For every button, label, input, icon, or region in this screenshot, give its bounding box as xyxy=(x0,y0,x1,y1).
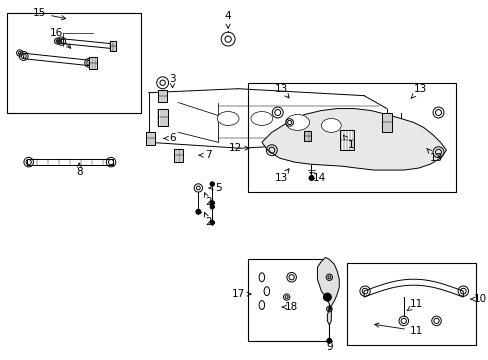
Text: 3: 3 xyxy=(169,74,176,88)
Text: 13: 13 xyxy=(410,84,427,99)
Text: 15: 15 xyxy=(33,8,65,20)
Text: 14: 14 xyxy=(309,172,325,183)
Text: 10: 10 xyxy=(470,294,486,304)
Ellipse shape xyxy=(264,287,269,296)
Text: 2: 2 xyxy=(204,213,211,227)
Text: 11: 11 xyxy=(374,323,423,336)
Polygon shape xyxy=(317,257,339,325)
Circle shape xyxy=(196,209,201,214)
Bar xyxy=(247,83,455,192)
Text: 6: 6 xyxy=(163,133,176,143)
Bar xyxy=(158,90,167,102)
Ellipse shape xyxy=(285,114,309,130)
Polygon shape xyxy=(364,279,462,297)
Text: 13: 13 xyxy=(426,148,442,163)
Polygon shape xyxy=(61,39,111,48)
Text: 16: 16 xyxy=(50,28,71,48)
Bar xyxy=(346,264,475,345)
Circle shape xyxy=(326,338,331,343)
Text: 7: 7 xyxy=(199,150,211,160)
Circle shape xyxy=(210,204,214,209)
Circle shape xyxy=(210,220,214,225)
Text: 18: 18 xyxy=(282,302,298,312)
Circle shape xyxy=(210,201,214,205)
Bar xyxy=(89,57,97,69)
Bar xyxy=(7,13,141,113)
Text: 5: 5 xyxy=(208,183,221,193)
Text: 4: 4 xyxy=(224,11,231,28)
Ellipse shape xyxy=(250,112,272,125)
Text: 12: 12 xyxy=(228,143,248,153)
Polygon shape xyxy=(262,109,446,170)
Bar xyxy=(381,113,391,132)
Text: 9: 9 xyxy=(325,338,332,352)
Bar xyxy=(157,109,167,126)
Polygon shape xyxy=(27,159,113,165)
Ellipse shape xyxy=(259,301,264,310)
Bar xyxy=(304,131,310,141)
Circle shape xyxy=(210,182,214,186)
Text: 13: 13 xyxy=(275,169,288,183)
Ellipse shape xyxy=(321,118,341,132)
Bar xyxy=(247,260,328,341)
Text: 2: 2 xyxy=(204,193,211,207)
Bar xyxy=(340,130,353,150)
Circle shape xyxy=(308,176,313,180)
Ellipse shape xyxy=(259,273,264,282)
Polygon shape xyxy=(23,53,89,66)
Ellipse shape xyxy=(217,112,239,125)
Circle shape xyxy=(323,293,331,301)
Text: 13: 13 xyxy=(275,84,288,98)
Bar xyxy=(109,41,116,51)
Bar xyxy=(173,149,183,162)
Text: 11: 11 xyxy=(407,299,423,311)
Bar xyxy=(146,132,155,145)
Text: 1: 1 xyxy=(343,135,354,150)
Text: 8: 8 xyxy=(76,163,82,177)
Text: 17: 17 xyxy=(231,289,250,299)
